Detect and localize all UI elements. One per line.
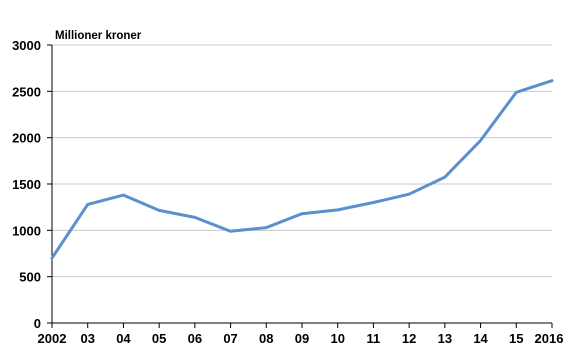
x-tick-label: 13 [438,331,452,346]
x-tick-label: 05 [152,331,166,346]
y-tick-label: 0 [34,316,41,331]
x-tick-labels: 2002 03 04 05 06 07 08 09 10 11 12 13 14 15 2016 [38,331,564,346]
x-tick-label: 2002 [38,331,67,346]
x-tick-label: 04 [116,331,131,346]
x-tick-label: 03 [80,331,94,346]
x-tick-label: 06 [188,331,202,346]
x-tick-label: 2016 [535,331,564,346]
x-tick-label: 12 [402,331,416,346]
grid-lines [52,44,552,278]
y-axis-label: Millioner kroner [55,30,142,42]
x-tick-label: 08 [259,331,273,346]
x-tick-label: 15 [509,331,523,346]
x-tick-label: 14 [473,331,488,346]
y-tick-label: 3000 [12,38,41,53]
y-tick-labels: 0 500 1000 1500 2000 2500 3000 [12,38,41,331]
y-tick-label: 1500 [12,177,41,192]
y-tick-label: 1000 [12,223,41,238]
x-tick-label: 09 [295,331,309,346]
y-tick-label: 2000 [12,131,41,146]
x-tick-label: 07 [223,331,237,346]
y-tick-label: 2500 [12,84,41,99]
series-line [50,79,554,260]
x-tick-label: 11 [367,331,381,346]
x-tick-label: 10 [330,331,344,346]
y-tick-label: 500 [19,270,41,285]
axes [47,44,553,328]
